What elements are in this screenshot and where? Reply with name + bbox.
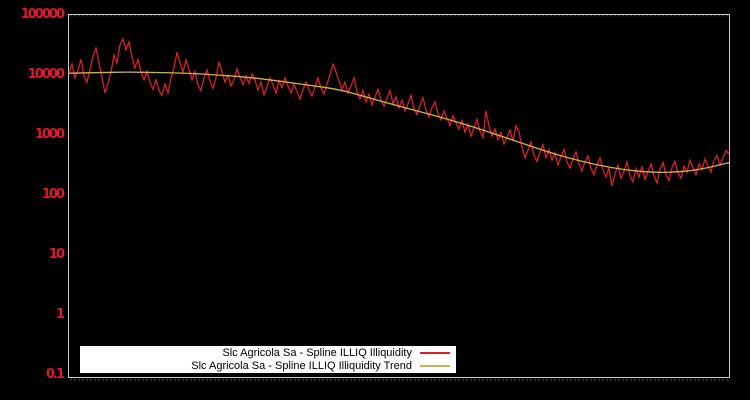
y-axis-tick-label: 100000 (20, 7, 65, 22)
illiquidity-series-line (68, 37, 730, 187)
legend-label-trend: Slc Agricola Sa - Spline ILLIQ Illiquidi… (191, 360, 412, 372)
y-axis-tick-label: 1000 (34, 127, 65, 142)
plot-border (68, 14, 730, 378)
legend-line-sample-illiquidity (420, 352, 450, 354)
legend-entry-illiquidity: Slc Agricola Sa - Spline ILLIQ Illiquidi… (80, 347, 456, 359)
legend: Slc Agricola Sa - Spline ILLIQ Illiquidi… (80, 346, 456, 373)
legend-label-illiquidity: Slc Agricola Sa - Spline ILLIQ Illiquidi… (222, 347, 412, 359)
legend-line-sample-trend (420, 365, 450, 367)
y-axis-tick-label: 10 (48, 247, 65, 262)
x-axis-minor-ticks (70, 14, 728, 381)
illiquidity-trend-line (68, 71, 730, 174)
y-axis-tick-label: 100 (41, 187, 65, 202)
legend-entry-trend: Slc Agricola Sa - Spline ILLIQ Illiquidi… (80, 360, 456, 372)
y-axis-tick-label: 10000 (27, 67, 65, 82)
y-axis-tick-label: 1 (55, 307, 65, 322)
y-axis-tick-label: 0.1 (45, 367, 65, 382)
